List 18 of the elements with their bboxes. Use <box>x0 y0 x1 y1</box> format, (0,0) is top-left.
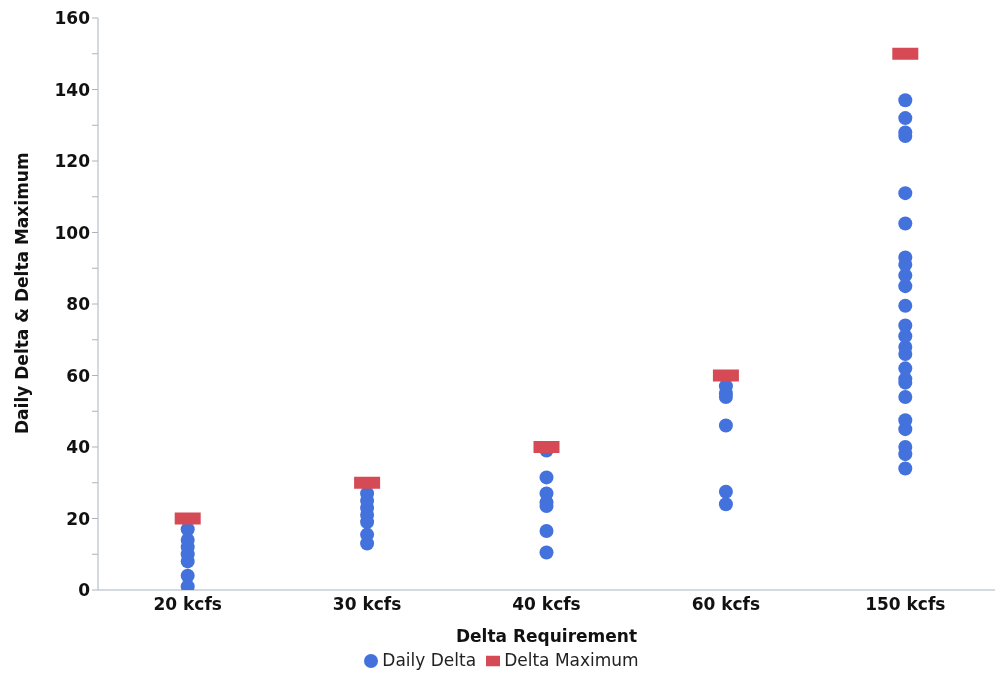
y-tick-label: 120 <box>54 151 91 172</box>
x-tick-label: 30 kcfs <box>332 594 402 615</box>
y-tick-label: 100 <box>54 222 91 243</box>
y-tick-label: 40 <box>66 437 91 458</box>
legend-label: Delta Maximum <box>504 650 639 670</box>
y-tick-label: 160 <box>54 8 91 29</box>
y-tick-label: 60 <box>66 365 91 386</box>
x-tick-label: 150 kcfs <box>865 594 946 615</box>
y-tick-label: 0 <box>78 580 91 601</box>
x-tick-label: 60 kcfs <box>691 594 761 615</box>
x-tick-label: 20 kcfs <box>153 594 222 615</box>
y-tick-label: 80 <box>66 294 91 315</box>
y-tick-label: 140 <box>54 79 91 100</box>
y-axis-title: Daily Delta & Delta Maximum <box>12 152 33 434</box>
x-tick-label: 40 kcfs <box>512 594 581 615</box>
legend-label: Daily Delta <box>382 650 477 670</box>
y-tick-label: 20 <box>66 508 91 529</box>
x-axis-title: Delta Requirement <box>455 626 638 646</box>
